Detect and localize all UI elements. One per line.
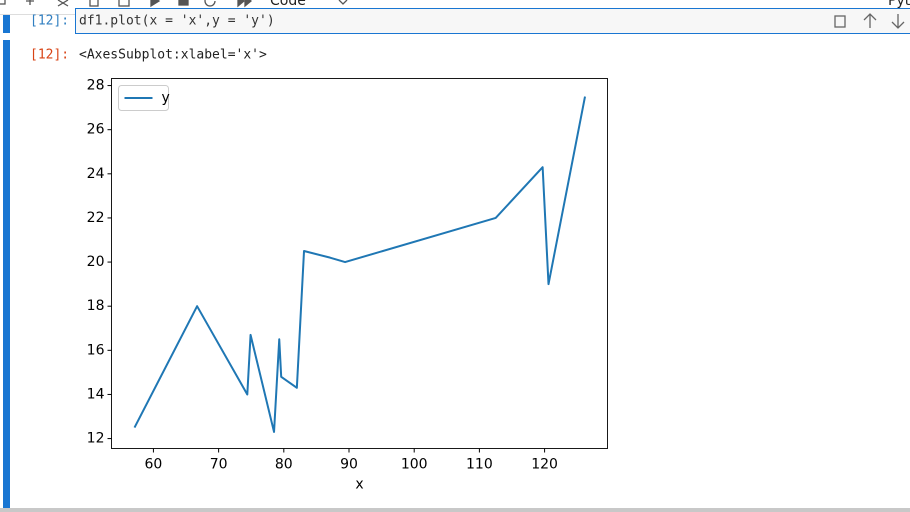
y-tick-label: 16 [87,342,105,358]
plot-area [111,78,608,449]
output-text: <AxesSubplot:xlabel='x'> [79,48,267,63]
x-tick-label: 60 [145,457,163,473]
dropdown-arrow[interactable] [338,0,348,5]
y-tick-label: 20 [87,254,105,270]
cell-bar [3,15,10,33]
cell-actions [834,13,905,29]
toolbar [0,0,348,8]
x-tick-label: 90 [340,457,358,473]
y-tick-label: 14 [87,386,105,402]
input-prompt: [12]: [30,14,69,29]
y-tick-label: 26 [87,122,105,138]
x-tick-label: 100 [401,457,428,473]
cell-type[interactable]: Code [270,0,306,9]
y-tick-label: 24 [87,166,105,182]
stop-icon[interactable] [178,0,189,6]
cut-icon[interactable] [57,0,69,7]
output-bar [3,40,10,508]
x-tick-label: 80 [275,457,293,473]
data-line [133,96,586,433]
x-tick-label: 120 [531,457,558,473]
code[interactable]: df1.plot(x = 'x',y = 'y') [79,14,275,29]
copy-icon[interactable] [89,0,99,7]
output-prompt: [12]: [30,48,69,63]
y-tick-label: 28 [87,78,105,94]
run-all-icon[interactable] [237,0,253,8]
chart: 60 70 80 90 100 110 120 12 14 16 18 20 22 24 26 28 x y [87,78,608,493]
move-up-icon[interactable] [863,13,877,28]
restart-icon[interactable] [204,0,216,7]
kernel-name: Pyt [888,0,910,9]
run-icon[interactable] [150,0,161,8]
x-axis-label: x [355,477,363,493]
x-tick-label: 110 [466,457,493,473]
y-tick-label: 22 [87,210,105,226]
y-tick-label: 12 [87,431,105,447]
move-down-icon[interactable] [891,14,905,29]
code-editor[interactable] [75,8,910,34]
paste-icon[interactable] [118,0,130,7]
duplicate-icon[interactable] [834,15,846,28]
scrollbar[interactable] [0,508,910,512]
legend-label: y [162,90,170,106]
add-icon[interactable] [26,0,34,5]
y-tick-label: 18 [87,298,105,314]
save-icon[interactable] [0,0,6,5]
x-tick-label: 70 [210,457,228,473]
